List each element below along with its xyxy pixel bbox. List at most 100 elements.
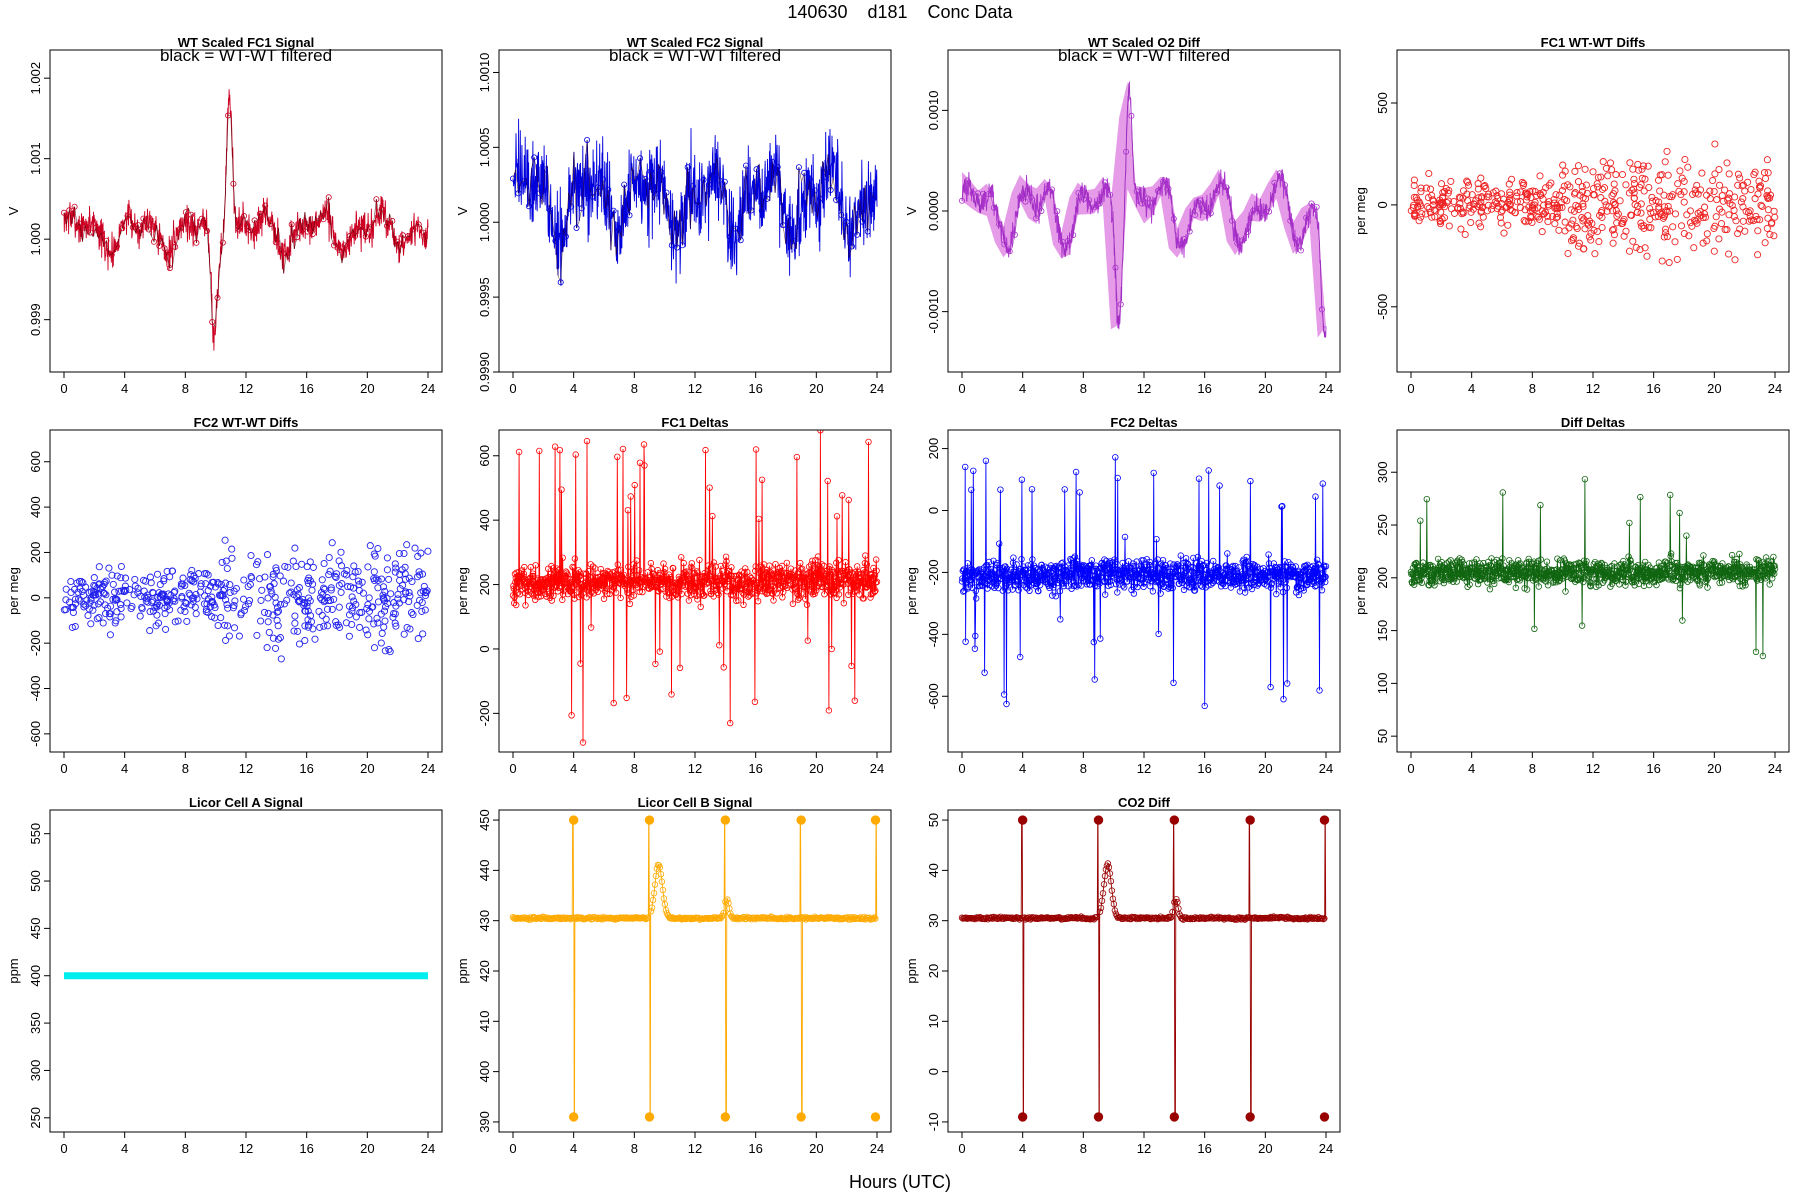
data-point bbox=[1155, 578, 1163, 585]
data-point bbox=[1680, 229, 1688, 238]
data-point bbox=[245, 596, 254, 605]
data-point bbox=[683, 568, 690, 575]
data-point bbox=[640, 914, 648, 921]
data-point bbox=[1165, 185, 1172, 192]
data-point bbox=[209, 318, 216, 325]
y-tick-label: 440 bbox=[477, 860, 492, 882]
data-point bbox=[1295, 591, 1303, 599]
data-point bbox=[1040, 572, 1048, 579]
data-point bbox=[783, 559, 790, 567]
data-point bbox=[219, 239, 226, 246]
data-point bbox=[651, 881, 659, 888]
data-point bbox=[1587, 236, 1595, 244]
data-point bbox=[374, 584, 382, 592]
data-point bbox=[578, 205, 585, 212]
data-point bbox=[146, 573, 154, 581]
data-point bbox=[420, 229, 427, 236]
data-point bbox=[517, 915, 525, 922]
data-point bbox=[117, 562, 125, 571]
data-point bbox=[145, 226, 152, 233]
data-point bbox=[998, 915, 1005, 922]
data-point bbox=[1721, 186, 1729, 194]
data-point bbox=[270, 580, 278, 588]
data-point bbox=[62, 585, 70, 593]
data-point bbox=[1217, 583, 1225, 590]
data-point bbox=[739, 585, 746, 592]
data-point bbox=[1485, 193, 1493, 201]
x-tick-label: 4 bbox=[1019, 761, 1026, 776]
data-point bbox=[714, 915, 721, 922]
data-point bbox=[1626, 519, 1633, 527]
y-tick-label: -200 bbox=[477, 700, 492, 726]
data-point bbox=[824, 477, 831, 485]
data-point bbox=[529, 570, 536, 577]
data-point bbox=[568, 585, 576, 592]
plot-area bbox=[958, 454, 1330, 710]
data-point bbox=[265, 628, 273, 636]
data-point bbox=[1417, 517, 1424, 524]
data-point bbox=[1432, 578, 1439, 585]
data-point bbox=[739, 589, 746, 597]
data-point bbox=[584, 136, 591, 143]
data-point bbox=[1608, 226, 1617, 234]
data-point bbox=[381, 617, 389, 625]
data-point bbox=[1593, 227, 1601, 236]
data-point bbox=[168, 567, 177, 575]
data-point bbox=[801, 584, 808, 591]
data-point bbox=[150, 238, 157, 245]
data-point bbox=[1050, 581, 1057, 589]
data-point bbox=[146, 608, 154, 616]
data-point bbox=[177, 225, 184, 232]
data-point bbox=[545, 580, 553, 588]
data-point bbox=[1094, 573, 1102, 580]
data-point bbox=[1747, 185, 1755, 194]
calibration-point bbox=[644, 815, 655, 825]
data-point bbox=[850, 915, 857, 922]
data-point bbox=[1580, 578, 1587, 586]
data-point bbox=[1770, 553, 1777, 561]
data-point bbox=[695, 583, 703, 590]
data-point bbox=[631, 176, 638, 183]
data-point bbox=[811, 187, 818, 194]
data-point bbox=[1112, 558, 1119, 566]
data-point bbox=[1611, 200, 1619, 208]
data-point bbox=[1538, 228, 1546, 236]
data-point bbox=[306, 558, 314, 566]
data-point bbox=[636, 588, 643, 595]
data-point bbox=[1004, 587, 1012, 594]
data-point bbox=[821, 591, 828, 598]
data-point bbox=[1425, 204, 1433, 212]
data-point bbox=[1730, 565, 1737, 572]
data-point bbox=[1162, 565, 1170, 572]
data-point bbox=[223, 564, 231, 573]
data-point bbox=[680, 559, 687, 567]
data-point bbox=[257, 617, 265, 625]
data-point bbox=[1622, 582, 1629, 589]
data-point bbox=[1101, 872, 1109, 880]
data-point bbox=[1026, 587, 1033, 594]
data-point bbox=[113, 243, 120, 250]
data-point bbox=[766, 562, 773, 569]
data-point bbox=[1111, 907, 1119, 914]
data-point bbox=[1559, 171, 1567, 179]
data-point bbox=[309, 625, 317, 633]
data-point bbox=[77, 577, 85, 586]
data-point bbox=[1427, 185, 1435, 193]
data-point bbox=[1506, 191, 1514, 199]
data-point bbox=[1505, 200, 1513, 208]
data-point bbox=[828, 645, 835, 653]
data-point bbox=[661, 565, 669, 573]
data-point bbox=[130, 591, 138, 599]
data-point bbox=[1557, 557, 1564, 564]
data-point bbox=[1677, 222, 1686, 230]
data-point bbox=[1763, 156, 1771, 164]
chart-title: WT Scaled FC2 Signal bbox=[627, 35, 764, 50]
band-fill bbox=[962, 81, 1326, 338]
data-point bbox=[628, 576, 635, 584]
data-point bbox=[990, 204, 997, 211]
data-point bbox=[1578, 183, 1586, 191]
y-tick-label: 410 bbox=[477, 1010, 492, 1032]
y-axis-label: ppm bbox=[455, 958, 470, 983]
